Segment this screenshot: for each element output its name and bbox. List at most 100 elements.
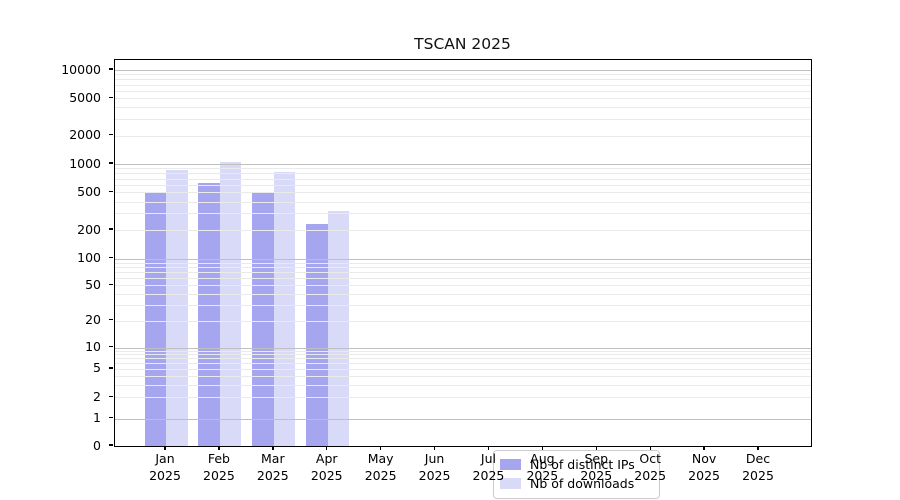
gridline-y-5 xyxy=(115,368,811,370)
gridline-y-80 xyxy=(115,267,811,269)
gridline-y-900 xyxy=(115,168,811,170)
gridline-y-800 xyxy=(115,173,811,175)
x-axis-tick-dec xyxy=(757,446,759,450)
x-axis-tick-label-dec: Dec 2025 xyxy=(742,451,774,483)
legend-swatch-icon xyxy=(500,478,521,489)
legend-swatch-icon xyxy=(500,459,521,470)
y-axis-tick-label-5: 5 xyxy=(93,360,101,376)
gridline-y-5000 xyxy=(115,98,811,100)
x-axis-tick-sep xyxy=(595,446,597,450)
y-axis-tick-5000 xyxy=(109,96,113,98)
gridline-y-1 xyxy=(115,418,811,420)
gridline-y-400 xyxy=(115,201,811,203)
x-axis-tick-label-feb: Feb 2025 xyxy=(203,451,235,483)
gridline-y-300 xyxy=(115,213,811,215)
x-axis-tick-label-mar: Mar 2025 xyxy=(256,451,289,483)
y-axis-tick-50 xyxy=(109,283,113,285)
legend-item-distinct-ips: Nb of distinct IPs xyxy=(494,455,659,474)
x-axis-tick-label-nov: Nov 2025 xyxy=(688,451,720,483)
gridline-y-50 xyxy=(115,285,811,287)
gridline-y-8 xyxy=(115,354,811,356)
gridline-y-8000 xyxy=(115,79,811,81)
x-axis-tick-label-sep: Sep 2025 xyxy=(580,451,613,483)
gridline-y-7000 xyxy=(115,84,811,86)
bar-distinct-ips-apr xyxy=(306,224,328,446)
x-axis-tick-label-jan: Jan 2025 xyxy=(149,451,181,483)
gridline-y-6000 xyxy=(115,90,811,92)
gridline-y-60 xyxy=(115,278,811,280)
x-axis-tick-label-jul: Jul 2025 xyxy=(472,451,505,483)
gridline-y-600 xyxy=(115,184,811,186)
x-axis-tick-label-may: May 2025 xyxy=(364,451,397,483)
legend: Nb of distinct IPs Nb of downloads xyxy=(493,450,660,499)
x-axis-tick-feb xyxy=(218,446,220,450)
gridline-y-4000 xyxy=(115,107,811,109)
y-axis-tick-500 xyxy=(109,190,113,193)
gridline-y-9 xyxy=(115,350,811,352)
bar-downloads-apr xyxy=(327,210,350,446)
y-axis-tick-0 xyxy=(109,444,113,446)
gridline-y-40 xyxy=(115,293,811,295)
x-axis-tick-label-apr: Apr 2025 xyxy=(310,451,343,483)
gridline-y-200 xyxy=(115,230,811,232)
y-axis-tick-label-100: 100 xyxy=(77,250,101,265)
gridline-y-70 xyxy=(115,272,811,274)
y-axis-tick-label-500: 500 xyxy=(77,183,101,199)
gridline-y-6 xyxy=(115,363,811,365)
x-axis-tick-apr xyxy=(326,446,328,450)
gridline-y-4 xyxy=(115,375,811,377)
y-axis-tick-5 xyxy=(109,367,113,369)
legend-label: Nb of distinct IPs xyxy=(530,457,635,472)
x-axis-tick-label-aug: Aug 2025 xyxy=(526,451,559,483)
gridline-y-700 xyxy=(115,178,811,180)
gridline-y-20 xyxy=(115,320,811,322)
plot-area: Nb of distinct IPs Nb of downloads xyxy=(114,59,812,499)
y-axis-tick-label-1000: 1000 xyxy=(69,155,101,171)
gridline-y-10 xyxy=(115,347,811,349)
bar-downloads-mar xyxy=(273,171,296,446)
y-axis-tick-200 xyxy=(109,228,113,230)
y-axis-tick-label-2: 2 xyxy=(93,388,101,404)
gridline-y-10000 xyxy=(115,70,811,71)
bar-distinct-ips-feb xyxy=(198,182,220,446)
y-axis-tick-10000 xyxy=(109,68,113,70)
y-axis-tick-label-50: 50 xyxy=(85,276,101,292)
bar-downloads-jan xyxy=(166,169,188,446)
y-axis-tick-label-10000: 10000 xyxy=(61,61,101,77)
y-axis-tick-100 xyxy=(109,256,113,259)
gridline-y-7 xyxy=(115,358,811,360)
y-axis-tick-1 xyxy=(109,416,113,419)
gridline-y-1000 xyxy=(115,164,811,165)
x-axis-tick-nov xyxy=(703,446,705,450)
legend-item-downloads: Nb of downloads xyxy=(494,474,659,493)
y-axis-tick-label-5000: 5000 xyxy=(69,89,101,105)
x-axis-tick-label-oct: Oct 2025 xyxy=(634,451,667,483)
gridline-y-2000 xyxy=(115,135,811,137)
y-axis-tick-label-2000: 2000 xyxy=(69,127,101,143)
x-axis-tick-jan xyxy=(164,446,166,450)
x-axis-tick-oct xyxy=(649,446,651,450)
x-axis-tick-mar xyxy=(272,446,274,450)
gridline-y-9000 xyxy=(115,74,811,76)
y-axis-tick-label-0: 0 xyxy=(93,437,101,453)
gridline-y-3 xyxy=(115,384,811,386)
bar-distinct-ips-jan xyxy=(144,192,166,446)
x-axis-tick-aug xyxy=(541,446,544,450)
gridline-y-3000 xyxy=(115,119,811,121)
y-axis-tick-20 xyxy=(109,319,113,321)
y-axis-tick-2 xyxy=(109,395,113,397)
bar-distinct-ips-mar xyxy=(252,191,274,446)
gridline-y-500 xyxy=(115,192,811,194)
gridline-y-90 xyxy=(115,262,811,264)
x-axis-tick-jul xyxy=(487,446,490,450)
y-axis-tick-1000 xyxy=(109,162,113,164)
x-axis-tick-label-jun: Jun 2025 xyxy=(418,451,451,483)
y-axis-tick-label-1: 1 xyxy=(93,410,101,425)
y-axis-tick-label-20: 20 xyxy=(85,312,101,328)
y-axis-tick-label-10: 10 xyxy=(85,339,101,354)
gridline-y-100 xyxy=(115,258,811,260)
y-axis-tick-label-200: 200 xyxy=(77,221,101,237)
y-axis-tick-10 xyxy=(109,345,113,348)
x-axis-tick-jun xyxy=(433,446,436,450)
